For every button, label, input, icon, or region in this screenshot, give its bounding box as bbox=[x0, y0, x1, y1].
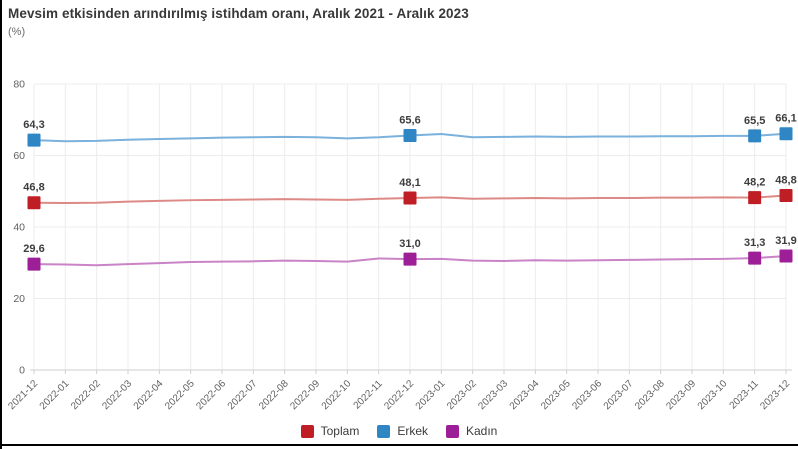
chart-legend: Toplam Erkek Kadın bbox=[0, 424, 798, 438]
svg-text:2021-12: 2021-12 bbox=[6, 378, 40, 412]
svg-text:2023-06: 2023-06 bbox=[570, 378, 604, 412]
series-kadin: 29,6 31,0 31,3 31,9 bbox=[23, 235, 797, 271]
data-marker-toplam-2021-12[interactable] bbox=[27, 196, 41, 210]
window-bottom-border bbox=[0, 444, 798, 446]
legend-swatch-erkek bbox=[377, 424, 391, 438]
svg-text:2023-01: 2023-01 bbox=[414, 378, 448, 412]
svg-text:2023-03: 2023-03 bbox=[476, 378, 510, 412]
data-label-erkek-2021-12: 64,3 bbox=[23, 119, 44, 131]
legend-swatch-kadin bbox=[446, 424, 459, 438]
data-marker-kadin-2023-11[interactable] bbox=[748, 251, 762, 265]
svg-text:2022-11: 2022-11 bbox=[352, 378, 386, 412]
data-marker-erkek-2023-11[interactable] bbox=[748, 129, 762, 143]
data-label-kadin-2022-12: 31,0 bbox=[399, 238, 420, 250]
x-axis-labels: 2021-122022-012022-022022-032022-042022-… bbox=[6, 378, 792, 412]
x-axis bbox=[30, 369, 792, 374]
data-label-toplam-2023-12: 48,8 bbox=[775, 175, 796, 187]
data-marker-erkek-2023-12[interactable] bbox=[779, 127, 793, 141]
svg-text:2022-01: 2022-01 bbox=[38, 378, 72, 412]
data-label-erkek-2023-12: 66,1 bbox=[775, 113, 796, 125]
svg-text:2022-02: 2022-02 bbox=[69, 378, 103, 412]
series-erkek: 64,3 65,6 65,5 66,1 bbox=[23, 113, 797, 147]
data-marker-erkek-2021-12[interactable] bbox=[27, 133, 41, 147]
data-marker-toplam-2022-12[interactable] bbox=[403, 191, 417, 205]
data-label-toplam-2023-11: 48,2 bbox=[744, 177, 765, 189]
svg-text:2023-07: 2023-07 bbox=[602, 378, 636, 412]
data-label-kadin-2021-12: 29,6 bbox=[23, 243, 44, 255]
legend-item-toplam[interactable]: Toplam bbox=[300, 424, 360, 438]
svg-text:2023-08: 2023-08 bbox=[633, 378, 667, 412]
svg-text:2023-02: 2023-02 bbox=[445, 378, 479, 412]
svg-text:2022-08: 2022-08 bbox=[257, 378, 291, 412]
svg-text:80: 80 bbox=[13, 79, 25, 91]
svg-text:2022-05: 2022-05 bbox=[163, 378, 197, 412]
data-label-toplam-2021-12: 46,8 bbox=[23, 182, 44, 194]
series-toplam: 46,8 48,1 48,2 48,8 bbox=[23, 175, 797, 210]
data-label-toplam-2022-12: 48,1 bbox=[399, 177, 420, 189]
svg-text:40: 40 bbox=[13, 222, 25, 234]
legend-swatch-toplam bbox=[300, 424, 314, 438]
legend-item-erkek[interactable]: Erkek bbox=[377, 424, 428, 438]
data-marker-kadin-2022-12[interactable] bbox=[403, 252, 417, 266]
svg-text:60: 60 bbox=[13, 150, 25, 162]
svg-text:0: 0 bbox=[19, 365, 25, 377]
data-label-kadin-2023-11: 31,3 bbox=[744, 237, 765, 249]
data-label-erkek-2023-11: 65,5 bbox=[744, 115, 765, 127]
legend-label-erkek: Erkek bbox=[397, 424, 428, 438]
svg-text:2023-12: 2023-12 bbox=[758, 378, 792, 412]
legend-label-toplam: Toplam bbox=[320, 424, 360, 438]
svg-text:2023-09: 2023-09 bbox=[664, 378, 698, 412]
data-marker-erkek-2022-12[interactable] bbox=[403, 128, 417, 142]
data-marker-toplam-2023-11[interactable] bbox=[748, 191, 762, 205]
svg-text:2022-03: 2022-03 bbox=[100, 378, 134, 412]
svg-text:2023-11: 2023-11 bbox=[728, 378, 762, 412]
svg-text:20: 20 bbox=[13, 293, 25, 305]
data-marker-toplam-2023-12[interactable] bbox=[779, 189, 793, 203]
data-label-erkek-2022-12: 65,6 bbox=[399, 114, 420, 126]
gridlines bbox=[33, 83, 787, 370]
svg-text:2022-12: 2022-12 bbox=[382, 378, 416, 412]
legend-item-kadin[interactable]: Kadın bbox=[446, 424, 497, 438]
y-axis-labels: 0 20 40 60 80 bbox=[13, 79, 25, 377]
chart-title: Mevsim etkisinden arındırılmış istihdam … bbox=[8, 6, 469, 21]
legend-label-kadin: Kadın bbox=[466, 424, 498, 438]
svg-text:2022-10: 2022-10 bbox=[320, 378, 354, 412]
svg-text:2022-04: 2022-04 bbox=[132, 378, 166, 412]
svg-text:2022-09: 2022-09 bbox=[288, 378, 322, 412]
svg-text:2022-06: 2022-06 bbox=[194, 378, 228, 412]
data-label-kadin-2023-12: 31,9 bbox=[775, 235, 796, 247]
svg-text:2023-10: 2023-10 bbox=[696, 378, 730, 412]
data-marker-kadin-2021-12[interactable] bbox=[27, 257, 41, 271]
chart-unit-label: (%) bbox=[8, 26, 26, 38]
svg-text:2023-05: 2023-05 bbox=[539, 378, 573, 412]
data-marker-kadin-2023-12[interactable] bbox=[779, 249, 793, 263]
window-left-border bbox=[0, 0, 2, 449]
svg-text:2022-07: 2022-07 bbox=[226, 378, 260, 412]
svg-text:2023-04: 2023-04 bbox=[508, 378, 542, 412]
